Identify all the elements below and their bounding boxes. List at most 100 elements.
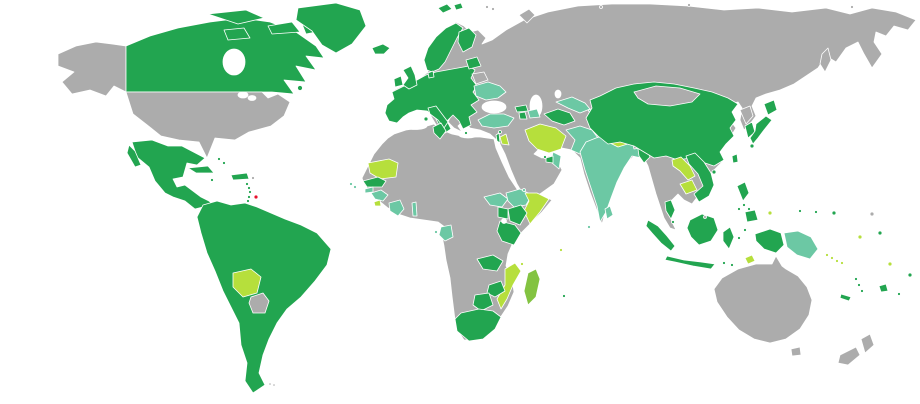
country-zambia <box>476 254 504 272</box>
svalbard <box>437 3 453 14</box>
country-new-caledonia <box>839 293 852 302</box>
indonesia-borneo <box>686 213 719 246</box>
falkland-islands <box>268 382 272 386</box>
falkland-islands <box>272 383 276 387</box>
country-tanzania <box>496 220 522 246</box>
country-samoa <box>907 272 913 278</box>
country-armenia <box>518 111 528 120</box>
lesser-antilles <box>246 199 250 203</box>
country-kiribati <box>877 230 883 236</box>
country-qatar <box>543 155 547 159</box>
aral-sea <box>554 89 562 99</box>
country-tonga <box>897 292 901 296</box>
new-siberian-islands <box>687 3 691 7</box>
country-solomon-islands <box>840 261 844 265</box>
franz-josef-land <box>491 7 495 11</box>
baltic-states <box>465 56 482 70</box>
philippines-visayas <box>747 207 751 211</box>
country-uk <box>402 65 418 90</box>
country-greenland <box>295 2 367 54</box>
country-crete <box>464 131 468 135</box>
country-japan-honshu <box>749 115 773 145</box>
country-belarus <box>471 71 489 85</box>
country-scandinavia <box>423 22 464 73</box>
country-iran <box>524 123 567 154</box>
country-mongolia <box>633 85 701 107</box>
country-vietnam <box>685 152 715 203</box>
country-jordan <box>499 133 510 146</box>
country-seychelles <box>559 248 563 252</box>
lesser-antilles <box>247 186 251 190</box>
country-vanuatu <box>860 289 864 293</box>
mediterranean-sea <box>402 122 428 130</box>
country-italy <box>427 105 449 129</box>
country-palau <box>767 210 773 216</box>
country-sardinia <box>423 116 429 122</box>
country-vanuatu <box>857 283 861 287</box>
indonesia-lesser-sunda <box>730 263 734 267</box>
country-cape-verde <box>349 182 353 186</box>
severnaya-zemlya <box>599 5 603 9</box>
country-australia <box>713 255 813 344</box>
country-micronesia <box>831 210 837 216</box>
country-solomon-islands <box>835 259 839 263</box>
country-botswana <box>472 292 494 312</box>
black-sea <box>481 100 507 114</box>
indonesia-lesser-sunda <box>722 261 726 265</box>
country-bahamas <box>222 161 226 165</box>
country-vanuatu <box>854 277 858 281</box>
country-japan-kyushu <box>749 143 755 149</box>
hudson-bay <box>222 48 246 76</box>
great-lakes <box>247 95 257 101</box>
lesser-antilles <box>245 182 249 186</box>
philippines-visayas <box>737 207 741 211</box>
indonesia-moluccas <box>743 228 747 232</box>
country-jamaica <box>210 178 214 182</box>
country-guinea <box>370 189 389 202</box>
country-sri-lanka <box>604 205 614 220</box>
country-comoros <box>520 262 524 266</box>
country-usa <box>125 91 291 159</box>
country-mexico-central-america <box>131 139 218 214</box>
country-ukraine <box>473 81 507 101</box>
country-japan-hokkaido <box>763 99 778 116</box>
country-israel <box>495 132 501 144</box>
country-sierra-leone <box>373 199 382 207</box>
country-puerto-rico <box>251 176 255 180</box>
country-hainan <box>711 169 717 175</box>
country-cambodia <box>679 179 698 195</box>
country-mauritania <box>367 158 399 180</box>
country-solomon-islands <box>825 253 829 257</box>
country-uae <box>545 155 554 164</box>
country-senegal <box>362 176 387 188</box>
country-laos <box>671 156 696 181</box>
country-djibouti <box>522 188 526 192</box>
philippines-mindanao <box>744 209 759 223</box>
country-azerbaijan <box>527 108 541 119</box>
country-marshall-islands <box>869 211 875 217</box>
country-papua-new-guinea <box>783 230 819 260</box>
country-turkey <box>477 113 515 129</box>
country-turkmenistan <box>543 108 576 126</box>
country-uganda <box>497 206 509 220</box>
canadian-arctic-islands <box>207 9 265 25</box>
canadian-arctic-islands <box>223 27 251 41</box>
lesser-antilles <box>248 190 252 194</box>
country-cote-divoire <box>388 199 405 217</box>
svalbard <box>453 2 464 11</box>
novaya-zemlya <box>518 8 536 24</box>
indonesia-java <box>664 255 716 270</box>
mediterranean-sea <box>458 131 478 139</box>
country-singapore <box>671 220 675 224</box>
indonesia-sumatra <box>645 219 676 252</box>
baja-california <box>126 144 142 168</box>
country-nauru <box>857 234 863 240</box>
country-zimbabwe <box>486 280 506 298</box>
country-china <box>585 81 739 167</box>
great-lakes <box>237 91 249 99</box>
country-madagascar <box>523 268 541 306</box>
country-cuba <box>187 165 215 174</box>
country-paraguay <box>248 292 270 314</box>
country-tuvalu <box>887 261 893 267</box>
